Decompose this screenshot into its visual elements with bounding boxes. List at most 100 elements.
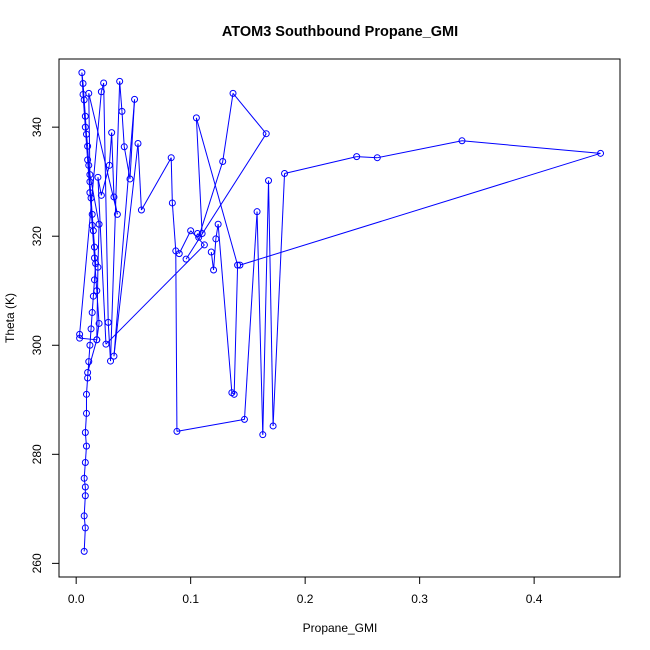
series-line-segment — [87, 159, 91, 193]
series-line-segment — [83, 527, 86, 552]
series-line-segment — [97, 224, 100, 268]
series-line-segment — [82, 94, 86, 128]
data-point — [192, 114, 200, 122]
data-point — [168, 199, 176, 207]
plot-marks — [76, 69, 605, 555]
series-line-segment — [85, 134, 89, 147]
data-point — [230, 390, 238, 398]
data-point — [86, 178, 94, 186]
series-line-segment — [113, 99, 136, 357]
data-point — [90, 276, 98, 284]
data-point — [80, 547, 88, 555]
data-point — [80, 474, 88, 482]
data-point — [253, 208, 261, 216]
data-point — [85, 89, 93, 97]
data-point — [88, 309, 96, 317]
series-line-segment — [89, 174, 100, 225]
data-point — [81, 429, 89, 437]
data-point — [134, 140, 142, 148]
data-point — [76, 330, 84, 338]
series-line-segment — [119, 81, 123, 112]
series-line-segment — [262, 180, 270, 435]
data-point — [97, 88, 105, 96]
data-point — [95, 220, 103, 228]
data-point — [81, 458, 89, 466]
data-point — [597, 149, 605, 157]
x-tick-label: 0.4 — [526, 592, 543, 606]
data-point — [82, 390, 90, 398]
data-point — [94, 173, 102, 181]
data-point — [79, 80, 87, 88]
series-line-segment — [83, 478, 86, 488]
data-point — [80, 512, 88, 520]
series-line-segment — [175, 250, 178, 432]
series-line-segment — [140, 157, 172, 211]
data-point — [118, 107, 126, 115]
series-line-segment — [461, 140, 601, 154]
series-line-segment — [107, 322, 112, 362]
data-point — [88, 221, 96, 229]
data-point — [234, 261, 242, 269]
data-point — [219, 158, 227, 166]
data-point — [173, 427, 181, 435]
data-point — [87, 325, 95, 333]
series-line-segment — [215, 224, 219, 240]
series-line-segment — [377, 140, 463, 159]
data-point — [110, 352, 118, 360]
data-point — [82, 442, 90, 450]
data-point — [102, 340, 110, 348]
series-line-segment — [217, 224, 233, 393]
data-point — [84, 374, 92, 382]
data-point — [240, 415, 248, 423]
y-tick-label: 260 — [30, 553, 44, 573]
data-point — [86, 189, 94, 197]
data-point — [82, 409, 90, 417]
series-line-segment — [97, 177, 107, 345]
data-point — [85, 358, 93, 366]
data-point — [198, 229, 206, 237]
data-point — [113, 210, 121, 218]
data-point — [373, 154, 381, 162]
y-axis-label: Theta (K) — [3, 293, 17, 343]
data-point — [89, 292, 97, 300]
data-point — [214, 220, 222, 228]
series-line-segment — [243, 211, 258, 420]
data-point — [236, 261, 244, 269]
series-line-segment — [284, 156, 357, 174]
series-line-segment — [268, 180, 274, 426]
data-point — [108, 129, 116, 137]
data-point — [97, 191, 105, 199]
data-point — [78, 69, 86, 77]
data-point — [104, 318, 112, 326]
series-line-segment — [239, 152, 601, 266]
series-line-segment — [84, 432, 87, 447]
series-line-segment — [110, 81, 121, 362]
x-axis-label: Propane_GMI — [303, 621, 378, 635]
data-point — [81, 112, 89, 120]
data-point — [187, 227, 195, 235]
data-point — [137, 206, 145, 214]
x-tick-label: 0.2 — [297, 592, 314, 606]
data-point — [81, 123, 89, 131]
series-line-segment — [195, 117, 239, 266]
series-line-segment — [176, 418, 245, 432]
data-point — [212, 235, 220, 243]
y-tick-label: 340 — [30, 117, 44, 137]
series-line-segment — [213, 238, 217, 271]
data-point — [126, 175, 134, 183]
data-point — [93, 336, 101, 344]
data-point — [82, 130, 90, 138]
series-line-segment — [256, 211, 264, 435]
data-point — [86, 341, 94, 349]
series-line-segment — [121, 111, 125, 147]
data-point — [95, 319, 103, 327]
data-point — [458, 137, 466, 145]
series-line-segment — [195, 117, 203, 234]
y-tick-label: 280 — [30, 444, 44, 464]
x-axis: 0.0 0.1 0.2 0.3 0.4 — [68, 576, 543, 606]
data-point — [259, 431, 267, 439]
y-axis: 260 280 300 320 340 — [30, 117, 60, 573]
y-tick-label: 320 — [30, 226, 44, 246]
